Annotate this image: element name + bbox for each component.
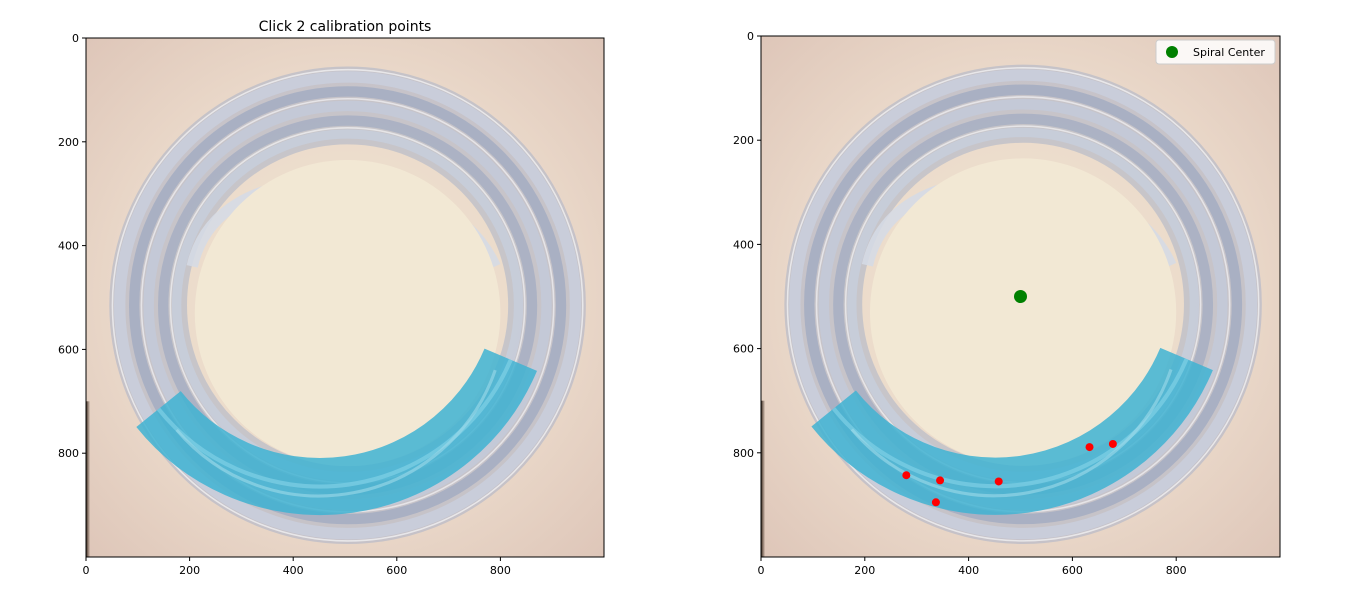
left-x-tick-label: 600 (386, 564, 407, 577)
red-marker-point (1085, 443, 1094, 452)
left-x-tick-label: 400 (283, 564, 304, 577)
right-axes: 0 200 400 600 800 0 200 400 600 800 Spiral Center (733, 30, 1281, 577)
right-y-tick-label: 200 (733, 134, 754, 147)
legend-label-spiral-center: Spiral Center (1193, 46, 1265, 59)
left-x-tick-label: 800 (490, 564, 511, 577)
right-y-tick-label: 400 (733, 238, 754, 251)
left-background-photo (86, 38, 604, 557)
right-points (902, 290, 1117, 507)
legend: Spiral Center (1155, 39, 1276, 65)
left-y-tick-label: 200 (58, 136, 79, 149)
left-y-tick-label: 0 (72, 32, 79, 45)
right-x-tick-label: 200 (854, 564, 875, 577)
left-y-tick-label: 800 (58, 447, 79, 460)
right-y-tick-label: 600 (733, 343, 754, 356)
red-marker-point (902, 471, 911, 480)
left-x-tick-label: 0 (83, 564, 90, 577)
right-x-tick-label: 600 (1062, 564, 1083, 577)
right-y-tick-label: 0 (747, 30, 754, 43)
right-x-tick-label: 0 (758, 564, 765, 577)
spiral-center-point (1014, 290, 1027, 303)
left-x-tick-label: 200 (179, 564, 200, 577)
right-y-tick-label: 800 (733, 447, 754, 460)
right-ticks: 0 200 400 600 800 0 200 400 600 800 (733, 30, 1187, 577)
left-axes: Click 2 calibration points 0 200 400 600 800… (58, 19, 605, 577)
left-chart-title: Click 2 calibration points (259, 19, 432, 35)
right-x-tick-label: 800 (1166, 564, 1187, 577)
red-marker-point (931, 498, 940, 507)
red-marker-point (1108, 439, 1117, 448)
right-x-tick-label: 400 (958, 564, 979, 577)
left-y-tick-label: 600 (58, 343, 79, 356)
red-marker-point (936, 476, 945, 485)
legend-box (1155, 39, 1276, 65)
right-axes-frame (760, 35, 1281, 558)
red-marker-point (994, 477, 1003, 486)
left-ticks: 0 200 400 600 800 0 200 400 600 800 (58, 32, 511, 577)
legend-marker-spiral-center (1166, 46, 1178, 58)
left-y-tick-label: 400 (58, 240, 79, 253)
left-axes-frame (85, 37, 605, 558)
